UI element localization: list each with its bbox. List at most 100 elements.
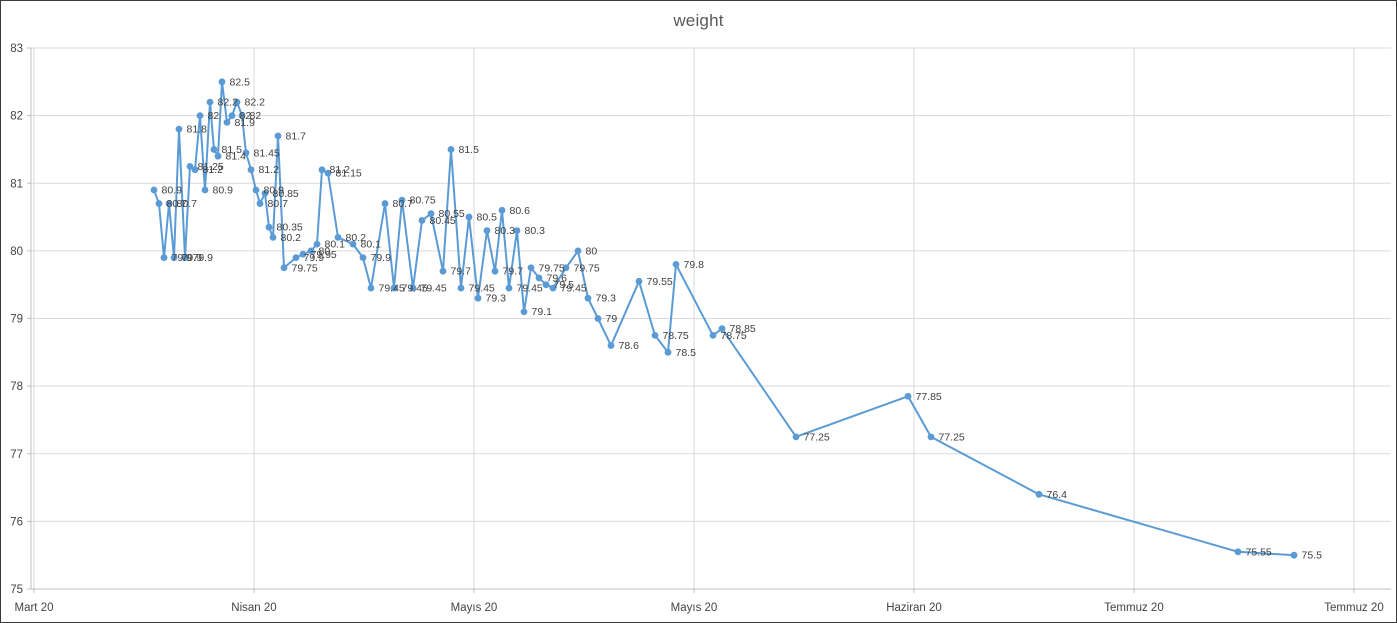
data-point-label: 79.9 (304, 252, 325, 264)
data-point-label: 81.7 (286, 130, 307, 142)
data-point-marker (160, 254, 168, 262)
y-axis-tick-label: 77 (10, 449, 23, 461)
x-axis-tick-label: Temmuz 20 (1104, 602, 1163, 614)
data-point-label: 79.45 (517, 283, 543, 295)
data-point-marker (223, 118, 231, 126)
data-point-label: 80.7 (393, 198, 414, 210)
data-point-label: 78.75 (663, 330, 689, 342)
data-point-label: 79.7 (503, 266, 524, 278)
data-point-label: 79.75 (539, 262, 565, 274)
data-point-label: 81.5 (459, 144, 480, 156)
data-point-label: 81.4 (226, 151, 247, 163)
data-point-marker (664, 348, 672, 356)
data-point-label: 81.8 (187, 124, 208, 136)
data-point-label: 79.3 (486, 293, 507, 305)
data-point-label: 82.2 (218, 97, 239, 109)
data-point-label: 79.75 (292, 262, 318, 274)
data-point-marker (709, 332, 717, 339)
data-point-label: 75.55 (1246, 546, 1272, 558)
data-point-label: 79.5 (554, 279, 575, 291)
series-line (153, 80, 1295, 557)
data-point-label: 81.2 (259, 164, 280, 176)
data-point-label: 80.1 (325, 239, 346, 251)
data-point-marker (635, 277, 643, 285)
data-point-marker (574, 247, 582, 255)
data-point-marker (1290, 551, 1298, 559)
data-point-marker (292, 254, 300, 262)
data-point-label: 81.9 (235, 117, 256, 129)
data-point-marker (186, 162, 194, 170)
data-point-label: 78.5 (676, 347, 697, 359)
data-point-marker (562, 264, 570, 272)
data-point-marker (181, 254, 189, 262)
data-point-marker (349, 240, 357, 248)
data-point-label: 79.95 (311, 249, 337, 261)
data-point-marker (256, 200, 264, 207)
data-point-label: 80.45 (430, 215, 456, 227)
data-point-label: 79.9 (172, 252, 193, 264)
data-point-label: 80 (319, 245, 331, 257)
data-point-label: 79.45 (379, 283, 405, 295)
data-point-label: 82 (240, 110, 252, 122)
data-point-label: 79.45 (402, 283, 428, 295)
data-point-label: 80.35 (277, 222, 303, 234)
data-point-label: 79.8 (684, 259, 705, 271)
data-point-label: 78.75 (721, 330, 747, 342)
data-point-marker (150, 186, 158, 194)
data-point-marker (465, 213, 473, 221)
data-point-marker (206, 98, 214, 106)
data-point-marker (175, 125, 183, 133)
data-point-marker (505, 284, 513, 292)
y-axis-tick-label: 79 (10, 314, 23, 326)
y-axis-tick-label: 82 (10, 111, 23, 123)
data-point-label: 80.2 (346, 232, 367, 244)
data-point-marker (165, 200, 173, 207)
data-point-label: 79.45 (469, 283, 495, 295)
data-point-marker (418, 217, 426, 224)
data-point-label: 80.7 (268, 198, 289, 210)
data-point-marker (607, 342, 615, 349)
data-point-marker (201, 186, 209, 194)
data-point-marker (381, 200, 389, 207)
data-point-label: 77.25 (804, 431, 830, 443)
x-axis-tick-label: Mayıs 20 (671, 602, 718, 614)
data-point-marker (155, 200, 163, 207)
data-point-marker (483, 227, 491, 234)
data-point-label: 77.85 (916, 391, 942, 403)
y-axis-tick-label: 78 (10, 381, 23, 393)
data-point-label: 80.75 (410, 195, 436, 207)
data-point-marker (457, 284, 465, 292)
data-point-marker (527, 264, 535, 272)
data-point-marker (594, 315, 602, 322)
data-point-marker (170, 254, 178, 262)
data-point-marker (274, 132, 282, 140)
data-point-label: 80.55 (439, 208, 465, 220)
data-point-label: 79.9 (193, 252, 214, 264)
data-point-label: 79.1 (532, 306, 553, 318)
data-point-marker (398, 196, 406, 204)
data-point-marker (280, 264, 288, 272)
data-point-label: 82.5 (230, 76, 251, 88)
data-point-label: 80.9 (162, 185, 183, 197)
x-axis-tick-label: Mart 20 (15, 602, 54, 614)
data-point-marker (367, 284, 375, 292)
y-axis-tick-label: 80 (10, 246, 23, 258)
data-point-marker (409, 284, 417, 292)
data-point-marker (238, 112, 246, 120)
data-point-marker (242, 149, 250, 157)
data-point-label: 79.7 (451, 266, 472, 278)
data-point-marker (549, 284, 557, 292)
data-point-label: 80.6 (510, 205, 531, 217)
data-point-label: 80.9 (213, 185, 234, 197)
data-point-label: 79.45 (421, 283, 447, 295)
data-point-label: 81.2 (203, 164, 224, 176)
data-point-marker (318, 166, 326, 174)
data-point-marker (427, 210, 435, 218)
data-point-label: 80.7 (167, 198, 188, 210)
data-point-marker (513, 227, 521, 234)
data-point-label: 79.9 (182, 252, 203, 264)
y-axis-tick-label: 83 (10, 43, 23, 55)
data-point-marker (1035, 490, 1043, 498)
